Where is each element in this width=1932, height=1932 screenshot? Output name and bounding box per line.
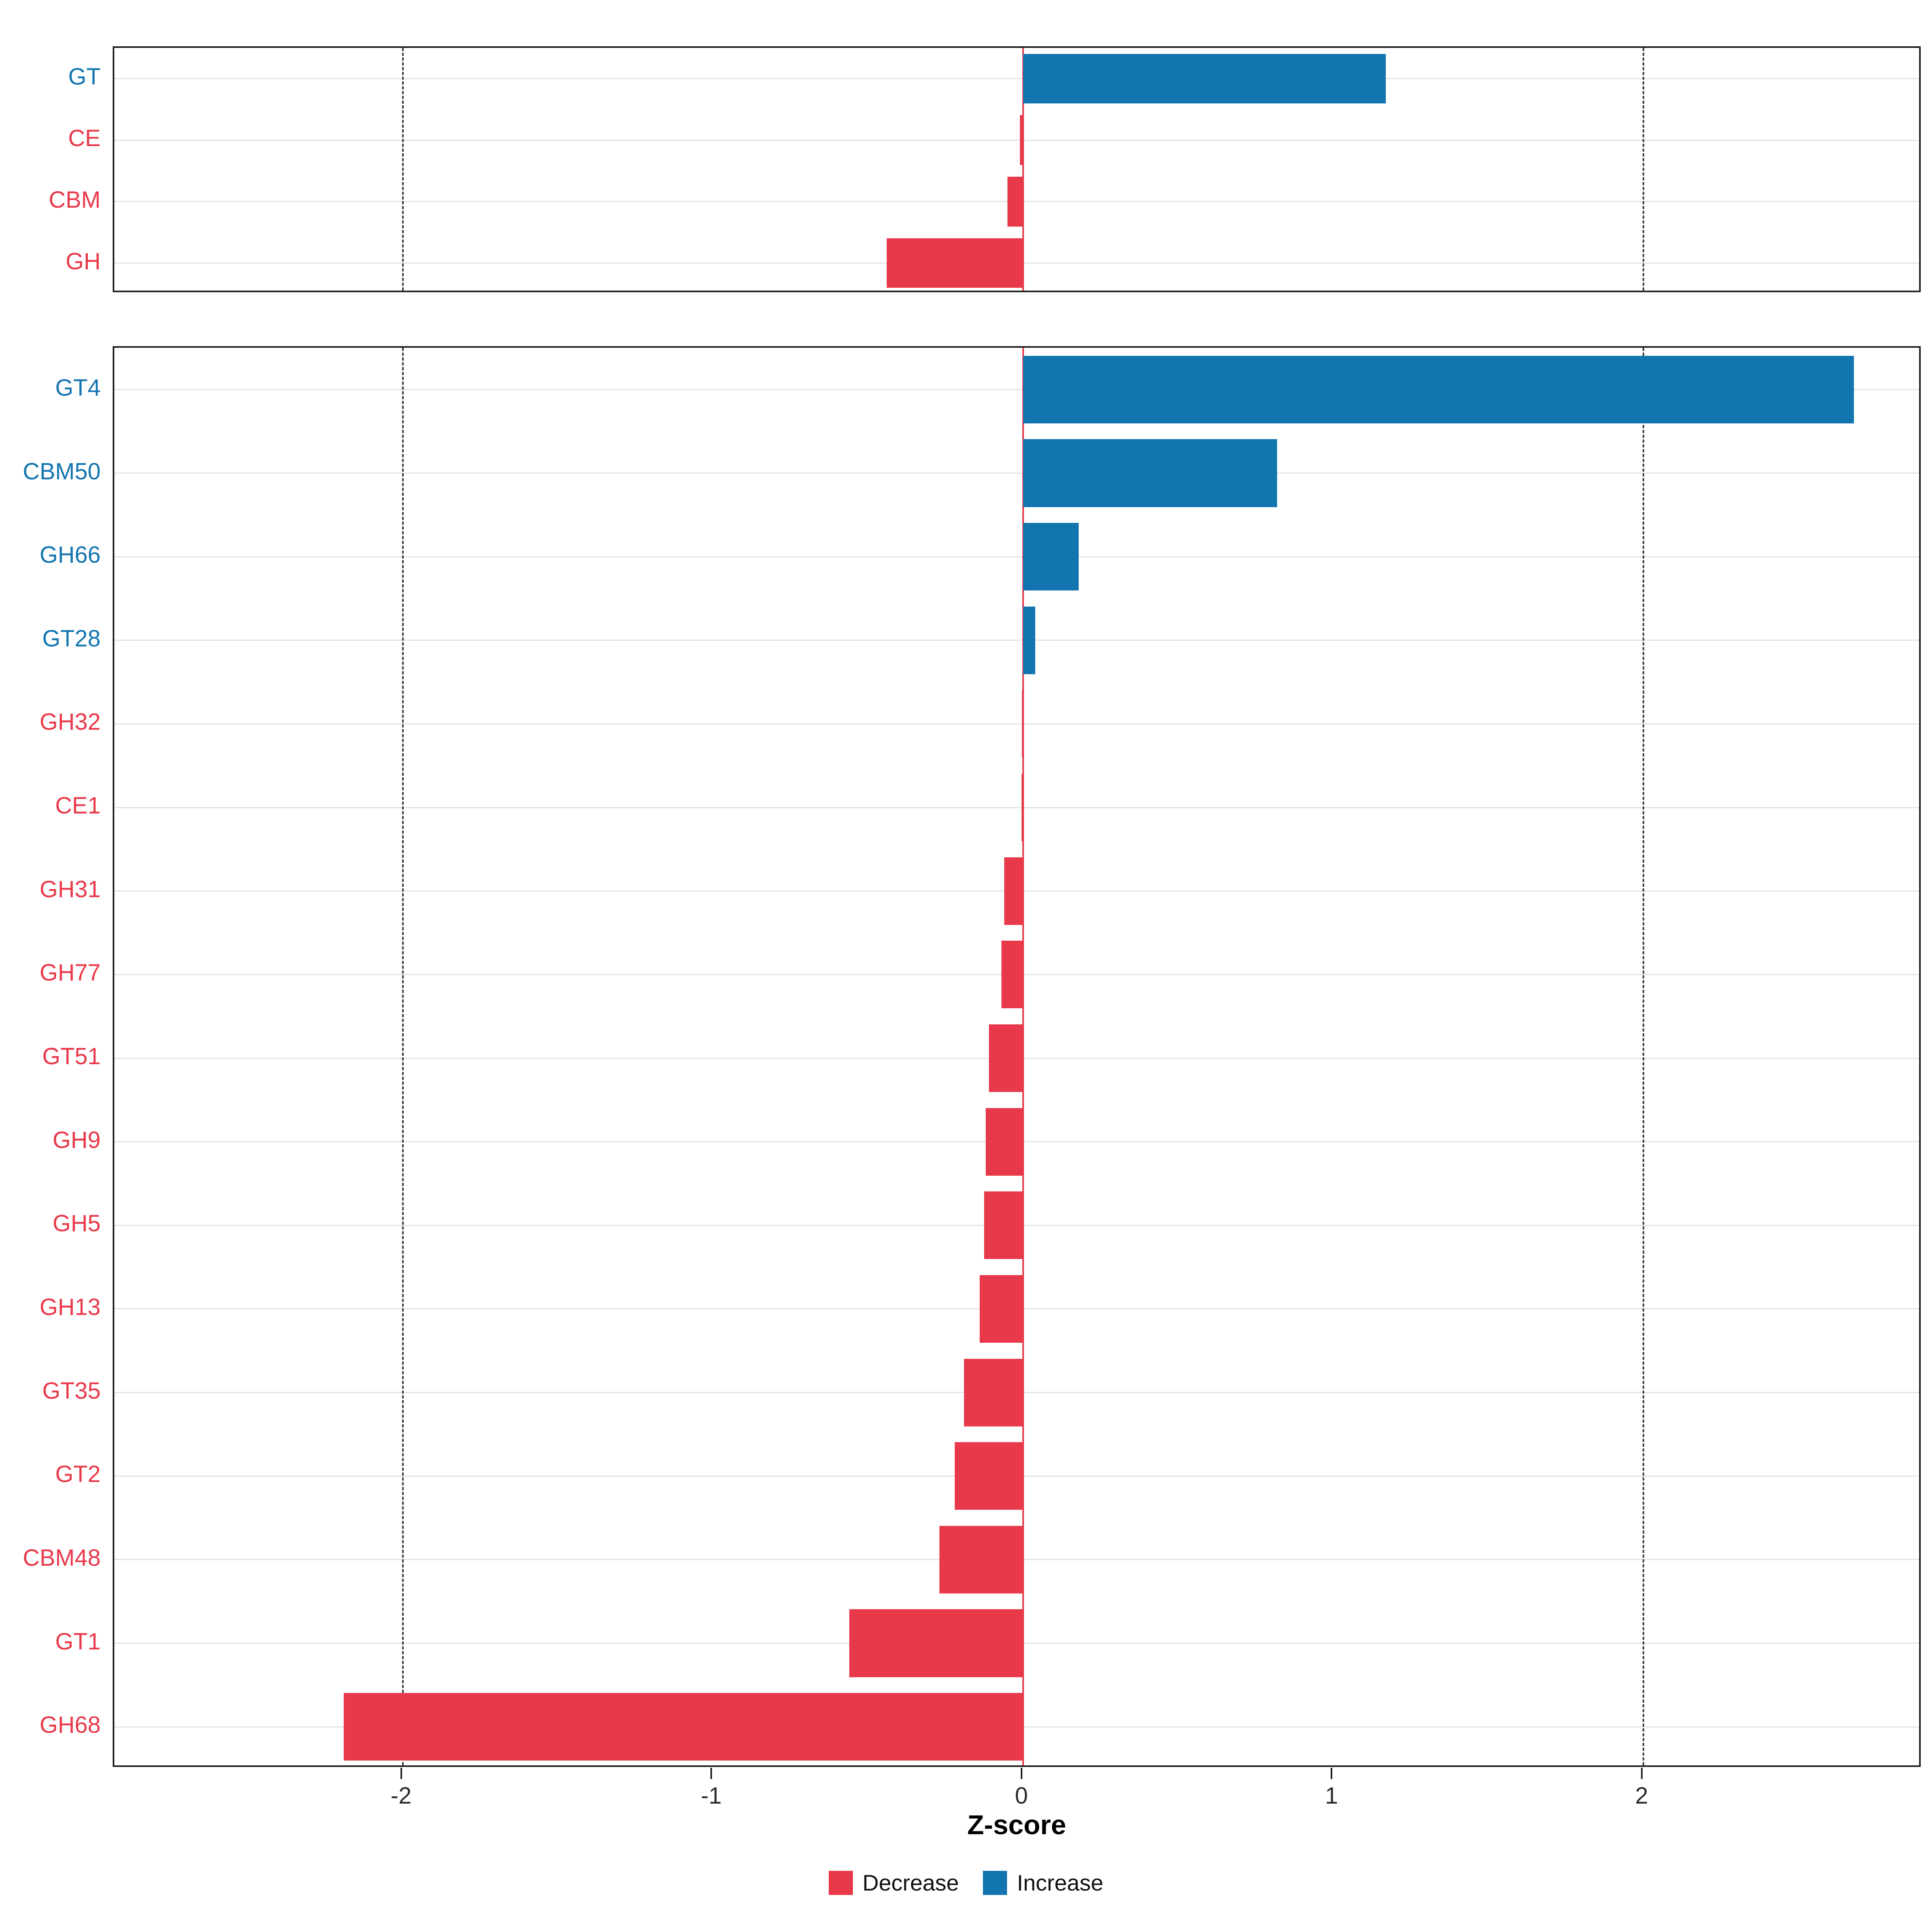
bar-GT1	[849, 1609, 1023, 1677]
category-label-GT4: GT4	[55, 374, 101, 401]
axis-tick-label--1: -1	[701, 1783, 722, 1809]
category-label-GH31: GH31	[39, 876, 101, 902]
category-label-CBM50: CBM50	[23, 458, 101, 485]
gridline-dashed-x-2	[402, 348, 404, 1765]
category-label-GT35: GT35	[42, 1377, 101, 1404]
x-axis-title: Z-score	[967, 1810, 1066, 1840]
bar-GH31	[1004, 857, 1023, 925]
gridline-dashed-x2	[1642, 48, 1644, 291]
category-label-GT28: GT28	[42, 625, 101, 652]
axis-tick-2	[1641, 1768, 1643, 1779]
gridline-horizontal	[114, 556, 1919, 557]
bar-GH77	[1001, 941, 1023, 1009]
legend-swatch-increase	[983, 1870, 1007, 1895]
axis-tick--1	[710, 1768, 712, 1779]
gridline-horizontal	[114, 807, 1919, 808]
bar-GH9	[986, 1108, 1023, 1176]
gridline-dashed-x-2	[402, 48, 404, 291]
bar-GT28	[1023, 606, 1036, 674]
gridline-horizontal	[114, 640, 1919, 641]
category-label-CE: CE	[68, 125, 101, 152]
legend-item-decrease: Decrease	[828, 1870, 959, 1896]
bar-GH	[886, 238, 1023, 288]
bar-CE	[1020, 115, 1023, 165]
legend-label-decrease: Decrease	[862, 1870, 959, 1895]
axis-tick-label--2: -2	[390, 1783, 412, 1809]
bar-GT51	[989, 1024, 1023, 1092]
bar-GT	[1023, 54, 1386, 104]
bar-CBM50	[1023, 439, 1278, 507]
category-label-GT2: GT2	[55, 1461, 101, 1488]
category-label-GH13: GH13	[39, 1294, 101, 1320]
axis-tick-label-0: 0	[1015, 1783, 1028, 1809]
category-label-GH68: GH68	[39, 1712, 101, 1738]
legend-swatch-decrease	[828, 1870, 853, 1895]
category-label-CBM: CBM	[49, 186, 101, 213]
panel-subfamilies	[113, 346, 1921, 1767]
bar-CE1	[1021, 774, 1023, 842]
gridline-horizontal	[114, 139, 1919, 141]
gridline-horizontal	[114, 473, 1919, 474]
bar-GH13	[979, 1275, 1023, 1343]
bar-GH32	[1022, 690, 1023, 758]
gridline-horizontal	[114, 723, 1919, 724]
bar-GH66	[1023, 523, 1079, 591]
gridline-horizontal	[114, 389, 1919, 390]
panel-families	[113, 46, 1921, 292]
zero-line	[1022, 48, 1024, 291]
bar-GT2	[955, 1442, 1023, 1510]
axis-tick-label-1: 1	[1325, 1783, 1338, 1809]
bar-GT35	[964, 1358, 1023, 1426]
bar-GH68	[344, 1693, 1023, 1761]
gridline-dashed-x2	[1642, 348, 1644, 1765]
zero-line	[1022, 348, 1024, 1765]
category-label-GT1: GT1	[55, 1628, 101, 1655]
category-label-GH77: GH77	[39, 960, 101, 986]
category-label-GH: GH	[66, 248, 101, 275]
category-label-CBM48: CBM48	[23, 1544, 101, 1571]
axis-tick-0	[1020, 1768, 1022, 1779]
legend-item-increase: Increase	[983, 1870, 1103, 1896]
category-label-GH5: GH5	[52, 1210, 101, 1237]
category-label-GH9: GH9	[52, 1127, 101, 1153]
category-label-CE1: CE1	[55, 793, 101, 819]
legend-label-increase: Increase	[1017, 1870, 1104, 1895]
gridline-horizontal	[114, 78, 1919, 79]
category-label-GT51: GT51	[42, 1043, 101, 1069]
axis-tick--2	[400, 1768, 402, 1779]
legend: Decrease Increase	[0, 1870, 1932, 1896]
axis-tick-label-2: 2	[1635, 1783, 1648, 1809]
axis-tick-1	[1331, 1768, 1333, 1779]
bar-GT4	[1023, 355, 1854, 423]
category-label-GT: GT	[68, 64, 101, 90]
bar-GH5	[984, 1191, 1023, 1259]
bar-CBM48	[939, 1525, 1023, 1593]
category-label-GH32: GH32	[39, 709, 101, 735]
category-label-GH66: GH66	[39, 542, 101, 568]
bar-CBM	[1007, 177, 1023, 227]
